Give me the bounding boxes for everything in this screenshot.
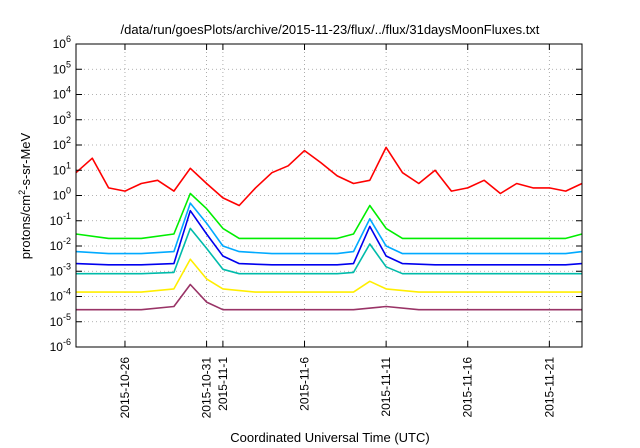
y-tick-base: 10 [53,88,67,102]
y-tick-base: 10 [53,62,67,76]
x-tick-label: 2015-10-26 [118,357,132,419]
y-tick-base: 10 [53,189,67,203]
y-tick-exp: -3 [63,261,71,271]
y-tick-label: 10-3 [50,261,71,278]
y-tick-label: 105 [53,59,71,76]
y-tick-base: 10 [50,214,64,228]
y-tick-base: 10 [50,290,64,304]
y-axis-title-text: protons/cm [18,195,33,259]
y-tick-label: 100 [53,186,71,203]
y-tick-exp: -5 [63,312,71,322]
y-tick-base: 10 [50,264,64,278]
y-tick-base: 10 [53,37,67,51]
y-tick-label: 10-1 [50,211,71,228]
x-tick-label: 2015-11-6 [298,357,312,411]
y-tick-label: 106 [53,34,71,51]
y-axis-title-sup: 2 [17,190,27,195]
y-tick-exp: 3 [66,110,71,120]
y-tick-label: 101 [53,160,71,177]
x-axis: 2015-10-26 2015-10-31 2015-11-1 2015-11-6 20… [118,44,556,418]
series-line-1 [75,146,583,207]
y-tick-exp: -6 [63,337,71,347]
y-tick-base: 10 [53,138,67,152]
x-tick-label: 2015-11-1 [216,357,230,411]
series-line-3 [75,202,583,255]
y-tick-label: 104 [53,85,71,102]
chart-title: /data/run/goesPlots/archive/2015-11-23/f… [121,22,540,37]
y-tick-base: 10 [50,315,64,329]
x-axis-title: Coordinated Universal Time (UTC) [230,430,429,445]
y-tick-exp: 5 [66,59,71,69]
series-line-5 [76,227,582,275]
y-axis-title-rest: -s-sr-MeV [18,132,33,189]
series-line-2 [75,192,583,240]
y-tick-exp: -1 [63,211,71,221]
y-tick-exp: 6 [66,34,71,44]
grid [76,44,582,347]
x-tick-label: 2015-11-11 [379,357,393,417]
series-line-6 [76,258,582,293]
y-tick-label: 10-2 [50,236,71,253]
y-tick-base: 10 [50,239,64,253]
series-line-4 [75,209,583,266]
x-tick-label: 2015-10-31 [200,357,214,419]
series-line-7 [76,283,582,311]
y-tick-label: 10-4 [50,287,71,304]
y-axis-title: protons/cm2-s-sr-MeV [17,132,33,259]
y-tick-label: 102 [53,135,71,152]
y-tick-label: 103 [53,110,71,127]
y-axis: 10-610-510-410-310-210-11001011021031041… [50,34,582,354]
y-tick-base: 10 [53,113,67,127]
y-tick-base: 10 [50,340,64,354]
y-tick-label: 10-5 [50,312,71,329]
y-tick-exp: 0 [66,186,71,196]
y-tick-exp: 1 [66,160,71,170]
x-tick-label: 2015-11-16 [461,357,475,418]
y-tick-base: 10 [53,163,67,177]
y-tick-exp: -4 [63,287,71,297]
y-tick-exp: 4 [66,85,71,95]
series-group [75,146,583,311]
y-tick-label: 10-6 [50,337,71,354]
x-tick-label: 2015-11-21 [542,357,556,418]
y-tick-exp: 2 [66,135,71,145]
y-tick-exp: -2 [63,236,71,246]
